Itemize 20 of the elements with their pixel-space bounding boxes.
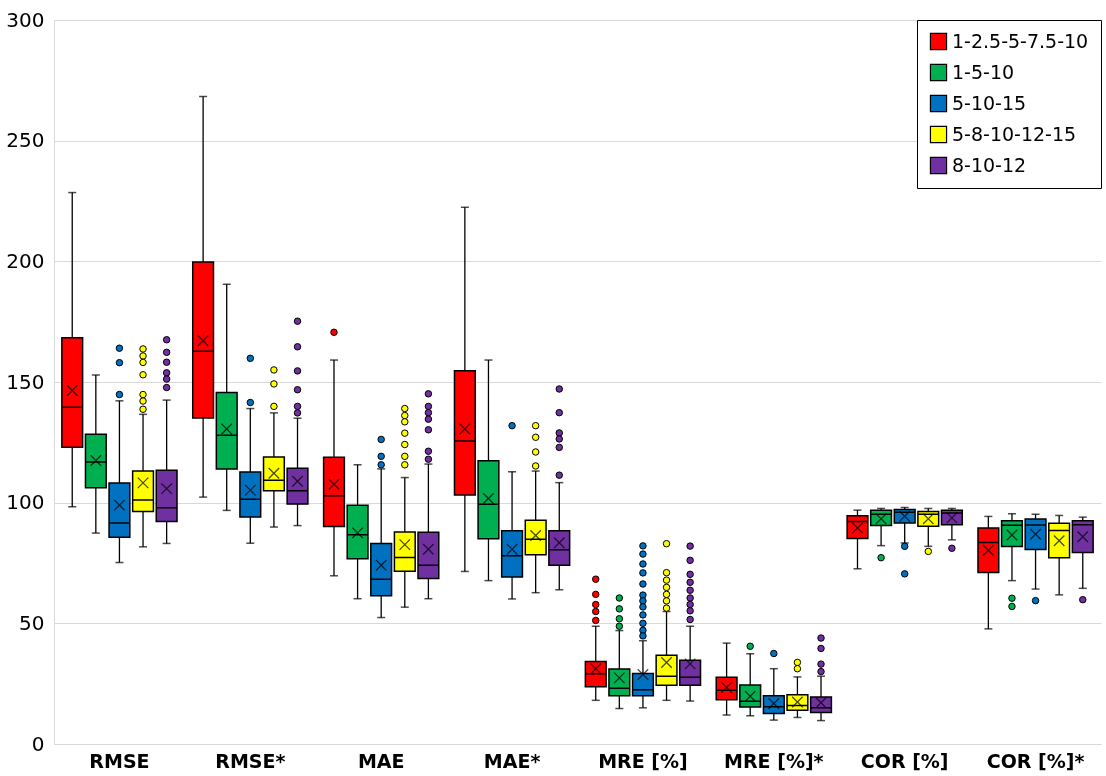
- y-tick-label: 300: [6, 7, 45, 32]
- legend-label: 5-8-10-12-15: [952, 122, 1077, 145]
- x-tick-label: MAE*: [483, 749, 541, 772]
- y-tick-label: 100: [6, 490, 45, 515]
- legend-label: 8-10-12: [952, 153, 1027, 176]
- legend-label: 1-5-10: [952, 60, 1015, 83]
- y-tick-label: 150: [6, 369, 45, 394]
- y-tick-label: 250: [6, 128, 45, 153]
- y-tick-label: 200: [6, 248, 45, 273]
- y-tick-label: 50: [19, 610, 45, 635]
- legend-label: 5-10-15: [952, 91, 1027, 114]
- y-tick-label: 0: [31, 731, 45, 756]
- x-tick-label: MRE [%]*: [724, 749, 824, 772]
- x-tick-label: RMSE: [89, 749, 150, 772]
- x-tick-label: RMSE*: [215, 749, 286, 772]
- x-tick-label: COR [%]: [860, 749, 949, 772]
- x-tick-label: MRE [%]: [598, 749, 688, 772]
- x-tick-label: COR [%]*: [986, 749, 1085, 772]
- legend-label: 1-2.5-5-7.5-10: [952, 29, 1089, 52]
- x-tick-label: MAE: [357, 749, 405, 772]
